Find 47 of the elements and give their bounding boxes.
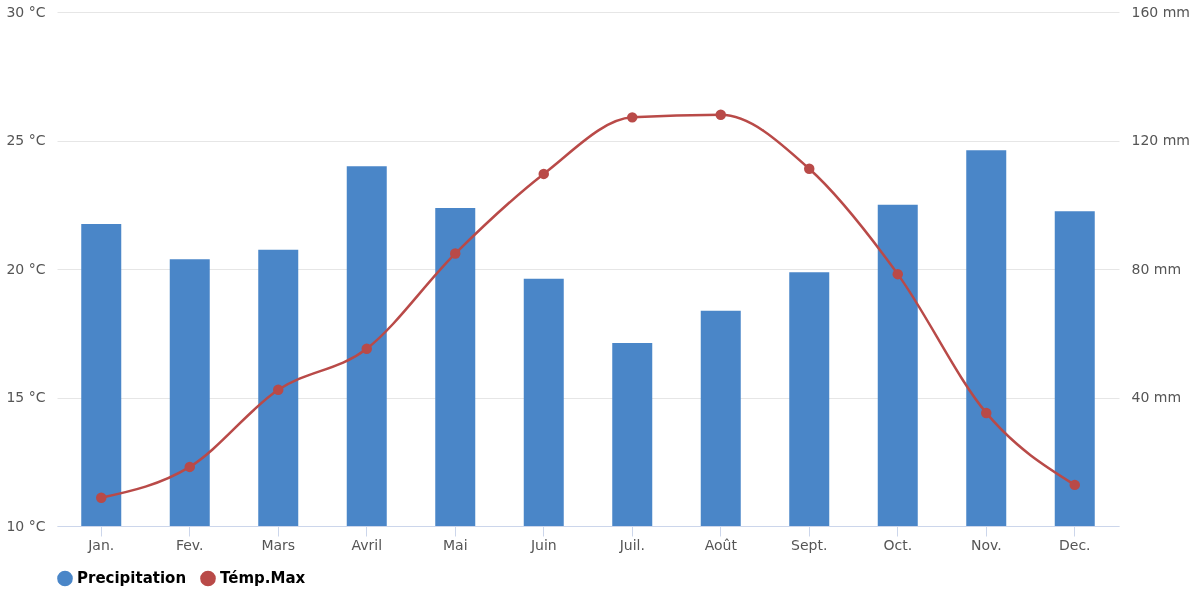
point <box>627 112 638 123</box>
x-tick-label: Mars <box>261 536 296 553</box>
x-tick-label: Juil. <box>618 536 645 553</box>
x-tick-label: Fev. <box>175 536 204 553</box>
bar <box>435 207 476 526</box>
point <box>804 163 815 174</box>
bar <box>1054 211 1095 526</box>
y2-tick-label: 80 mm <box>1131 260 1182 277</box>
bar <box>81 224 122 526</box>
point <box>538 168 549 180</box>
y2-tick-label: 120 mm <box>1131 132 1190 148</box>
bar <box>258 249 299 526</box>
point <box>981 407 992 419</box>
y-tick-label: 30 °C <box>6 3 46 20</box>
point <box>361 343 372 354</box>
x-tick-label: Jan. <box>87 536 115 553</box>
x-tick-label: Juin <box>529 536 557 553</box>
x-tick-label: Août <box>704 536 738 553</box>
x-tick-label: Avril <box>351 536 383 553</box>
y-tick-label: 25 °C <box>6 132 46 148</box>
bar <box>877 204 918 526</box>
bar <box>169 259 210 526</box>
bar <box>612 342 653 526</box>
y2-tick-label: 40 mm <box>1131 389 1182 405</box>
point <box>184 461 195 473</box>
x-tick-label: Dec. <box>1058 536 1091 553</box>
bar <box>346 166 387 526</box>
bar <box>966 150 1007 526</box>
x-tick-label: Mai <box>442 536 468 553</box>
point <box>1069 479 1080 491</box>
bar <box>789 272 830 526</box>
point <box>273 384 284 396</box>
y2-tick-label: 160 mm <box>1131 3 1190 20</box>
x-tick-label: Oct. <box>883 536 913 553</box>
y-tick-label: 20 °C <box>6 260 46 277</box>
legend-label: Precipitation <box>77 569 187 588</box>
bar <box>700 310 741 526</box>
point <box>715 109 726 121</box>
bar <box>523 278 564 526</box>
point <box>450 248 461 259</box>
x-tick-label: Sept. <box>791 536 828 553</box>
y-tick-label: 10 °C <box>6 517 46 534</box>
legend-label: Témp.Max <box>220 569 306 588</box>
point <box>892 268 903 280</box>
point <box>96 492 107 503</box>
x-tick-label: Nov. <box>970 536 1002 553</box>
y-tick-label: 15 °C <box>6 389 46 405</box>
